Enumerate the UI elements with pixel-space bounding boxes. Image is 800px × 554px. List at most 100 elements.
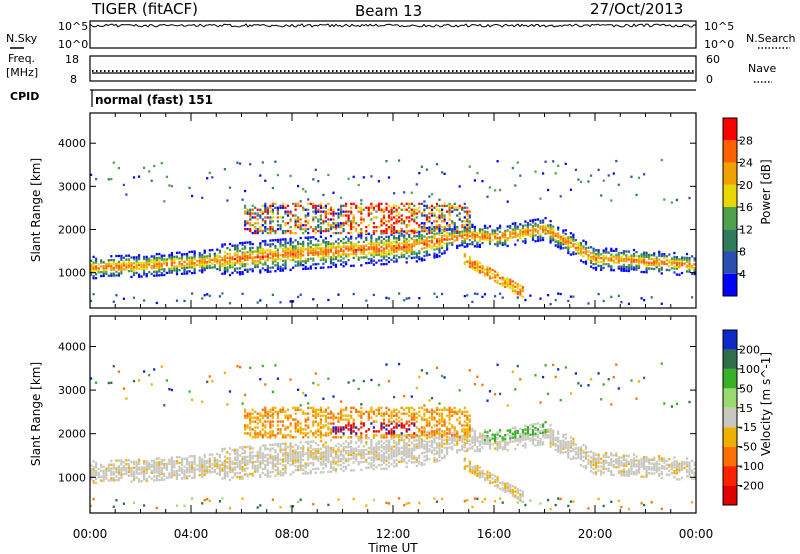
range-cell <box>403 255 406 258</box>
range-cell <box>567 251 570 255</box>
range-cell <box>577 178 580 181</box>
range-cell <box>292 231 295 235</box>
range-cell <box>360 228 363 231</box>
range-cell <box>241 457 244 461</box>
range-cell <box>345 457 348 461</box>
range-cell <box>289 414 292 417</box>
range-cell <box>145 273 148 276</box>
range-cell <box>223 477 226 480</box>
range-cell <box>191 470 194 474</box>
range-cell <box>261 210 264 213</box>
range-cell <box>120 461 123 464</box>
range-cell <box>499 226 502 229</box>
range-cell <box>264 426 267 429</box>
range-cell <box>362 460 365 464</box>
range-cell <box>92 473 95 477</box>
range-cell <box>418 501 421 505</box>
range-cell <box>299 242 302 246</box>
range-cell <box>304 440 307 444</box>
range-cell <box>100 259 103 262</box>
range-cell <box>279 301 282 304</box>
range-cell <box>183 465 186 468</box>
range-cell <box>435 412 439 415</box>
range-cell <box>193 472 196 475</box>
range-cell <box>481 267 484 270</box>
range-cell <box>264 444 267 447</box>
range-cell <box>483 293 487 296</box>
range-cell <box>438 443 441 447</box>
range-cell <box>299 262 302 265</box>
range-cell <box>218 269 221 272</box>
range-cell <box>284 436 287 439</box>
range-cell <box>463 232 466 235</box>
range-cell <box>367 246 370 249</box>
range-cell <box>289 416 292 419</box>
range-cell <box>256 422 259 425</box>
range-cell <box>165 175 168 178</box>
range-cell <box>281 238 285 241</box>
range-cell <box>536 218 540 221</box>
range-cell <box>261 249 264 253</box>
range-cell <box>403 454 406 457</box>
range-cell <box>347 253 350 256</box>
range-cell <box>340 400 343 403</box>
range-cell <box>418 436 421 440</box>
range-cell <box>382 255 386 258</box>
range-cell <box>405 239 408 243</box>
range-cell <box>145 265 148 268</box>
range-cell <box>398 452 401 456</box>
range-cell <box>112 274 115 277</box>
range-cell <box>271 260 274 263</box>
range-cell <box>297 216 300 219</box>
range-cell <box>456 206 459 209</box>
range-cell <box>425 218 428 221</box>
range-cell <box>370 416 373 419</box>
range-cell <box>592 253 595 256</box>
range-cell <box>276 468 279 471</box>
range-cell <box>163 466 166 470</box>
range-cell <box>584 243 588 246</box>
range-cell <box>309 469 312 473</box>
range-cell <box>249 214 252 217</box>
range-cell <box>387 447 391 451</box>
range-cell <box>352 455 355 458</box>
range-cell <box>387 226 391 229</box>
range-cell <box>425 448 428 452</box>
range-cell <box>246 262 249 265</box>
range-cell <box>516 227 519 230</box>
range-cell <box>345 235 348 239</box>
range-cell <box>405 502 408 505</box>
range-cell <box>319 247 322 250</box>
range-cell <box>461 242 464 245</box>
range-cell <box>491 268 494 272</box>
range-cell <box>138 472 141 475</box>
range-cell <box>259 418 262 421</box>
range-cell <box>259 248 262 251</box>
range-cell <box>284 426 287 429</box>
range-cell <box>201 473 204 477</box>
range-cell <box>342 442 345 445</box>
range-cell <box>206 469 209 472</box>
range-cell <box>423 258 426 261</box>
range-cell <box>486 269 489 273</box>
range-cell <box>130 268 133 271</box>
range-cell <box>380 414 383 417</box>
range-cell <box>244 241 247 244</box>
range-cell <box>435 163 439 166</box>
range-cell <box>274 468 277 472</box>
range-cell <box>390 428 393 431</box>
range-cell <box>216 452 219 456</box>
range-cell <box>279 269 282 272</box>
range-cell <box>430 410 434 413</box>
range-cell <box>191 262 194 265</box>
range-cell <box>430 229 434 233</box>
range-cell <box>122 256 125 259</box>
range-cell <box>329 224 333 227</box>
range-cell <box>443 234 446 237</box>
range-cell <box>178 263 181 266</box>
range-cell <box>284 446 287 449</box>
range-cell <box>461 232 464 235</box>
range-cell <box>393 439 396 442</box>
range-cell <box>153 264 156 268</box>
range-cell <box>370 444 373 448</box>
